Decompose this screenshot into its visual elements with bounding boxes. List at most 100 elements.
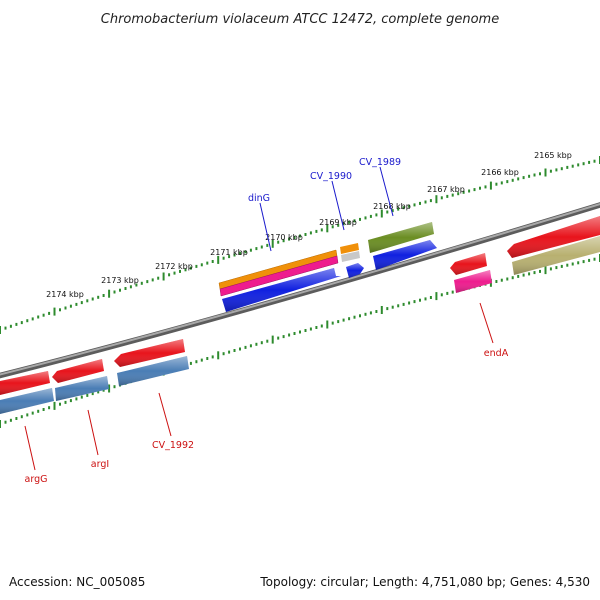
outer-ruler-minor-tick bbox=[249, 248, 252, 252]
outer-ruler-minor-tick bbox=[566, 165, 569, 169]
outer-ruler-minor-tick bbox=[179, 269, 181, 273]
label-argG[interactable]: argG bbox=[25, 474, 48, 485]
gene-endA-gloss bbox=[454, 270, 492, 293]
inner-ruler-minor-tick bbox=[200, 358, 203, 362]
inner-ruler-minor-tick bbox=[211, 355, 214, 359]
inner-ruler-major-tick bbox=[108, 384, 111, 393]
outer-ruler bbox=[0, 156, 600, 334]
outer-ruler-major-tick bbox=[326, 224, 329, 233]
inner-ruler-minor-tick bbox=[517, 274, 520, 278]
inner-ruler-major-tick bbox=[326, 320, 329, 329]
tick-label-2169: 2169 kbp bbox=[319, 218, 357, 227]
outer-ruler-minor-tick bbox=[451, 193, 454, 197]
inner-ruler-minor-tick bbox=[309, 327, 312, 331]
outer-ruler-minor-tick bbox=[102, 294, 105, 297]
label-CV_1989[interactable]: CV_1989 bbox=[359, 157, 401, 168]
outer-ruler-minor-tick bbox=[255, 247, 258, 251]
inner-ruler-minor-tick bbox=[320, 324, 323, 328]
outer-ruler-minor-tick bbox=[506, 180, 509, 184]
outer-ruler-minor-tick bbox=[20, 321, 23, 325]
outer-ruler-minor-tick bbox=[146, 280, 149, 284]
outer-ruler-minor-tick bbox=[244, 250, 247, 254]
reverse-genes bbox=[0, 216, 600, 414]
inner-ruler-major-tick bbox=[53, 401, 56, 410]
outer-ruler-minor-tick bbox=[533, 173, 536, 177]
inner-ruler-minor-tick bbox=[48, 406, 51, 410]
inner-ruler-minor-tick bbox=[97, 390, 100, 394]
outer-ruler-minor-tick bbox=[86, 299, 89, 303]
outer-ruler-minor-tick bbox=[266, 243, 269, 247]
gene-labels: dinG CV_1990 CV_1989 endA CV_1992 argI a… bbox=[25, 157, 509, 485]
outer-ruler-major-tick bbox=[435, 195, 438, 204]
outer-ruler-minor-tick bbox=[113, 290, 116, 294]
inner-ruler-minor-tick bbox=[511, 276, 514, 280]
outer-ruler-minor-tick bbox=[539, 172, 541, 176]
backbone bbox=[0, 202, 600, 379]
outer-ruler-minor-tick bbox=[577, 163, 580, 167]
label-endA[interactable]: endA bbox=[484, 348, 509, 359]
outer-ruler-minor-tick bbox=[413, 203, 416, 207]
tick-label-2170: 2170 kbp bbox=[265, 233, 303, 242]
label-argI[interactable]: argI bbox=[91, 459, 109, 470]
inner-ruler-minor-tick bbox=[206, 357, 209, 360]
outer-ruler-minor-tick bbox=[277, 240, 280, 244]
outer-ruler-minor-tick bbox=[168, 273, 171, 277]
gene-dinG-pink[interactable] bbox=[219, 255, 339, 297]
inner-ruler-minor-tick bbox=[42, 408, 45, 411]
outer-ruler-minor-tick bbox=[424, 200, 427, 204]
outer-ruler-minor-tick bbox=[348, 220, 351, 224]
outer-ruler-minor-tick bbox=[48, 311, 51, 315]
gene-blue-2-gloss bbox=[346, 263, 364, 278]
inner-ruler-minor-tick bbox=[91, 392, 94, 396]
gene-CV_1990-orange[interactable] bbox=[340, 243, 359, 254]
outer-ruler-major-tick bbox=[489, 181, 492, 190]
inner-ruler-minor-tick bbox=[342, 318, 345, 322]
outer-ruler-minor-tick bbox=[129, 285, 132, 289]
inner-ruler-minor-tick bbox=[451, 290, 454, 294]
label-CV_1990[interactable]: CV_1990 bbox=[310, 171, 352, 182]
outer-ruler-minor-tick bbox=[64, 306, 67, 310]
inner-ruler-minor-tick bbox=[86, 393, 89, 397]
inner-ruler-minor-tick bbox=[577, 261, 580, 265]
inner-ruler-minor-tick bbox=[15, 417, 18, 420]
outer-ruler-minor-tick bbox=[293, 236, 296, 239]
inner-ruler-minor-tick bbox=[59, 402, 61, 406]
inner-ruler-minor-tick bbox=[244, 345, 247, 349]
inner-ruler-minor-tick bbox=[260, 341, 263, 345]
label-CV_1992[interactable]: CV_1992 bbox=[152, 440, 194, 451]
inner-ruler-minor-tick bbox=[375, 310, 378, 313]
tick-label-2167: 2167 kbp bbox=[427, 185, 465, 194]
outer-ruler-major-tick bbox=[162, 272, 165, 281]
outer-ruler-minor-tick bbox=[522, 176, 525, 180]
accession-text: Accession: NC_005085 bbox=[9, 575, 145, 589]
gene-blue-1-gloss bbox=[222, 268, 341, 312]
map-title: Chromobacterium violaceum ATCC 12472, co… bbox=[101, 12, 499, 27]
inner-ruler-minor-tick bbox=[348, 317, 351, 321]
tick-label-2173: 2173 kbp bbox=[101, 276, 139, 285]
outer-ruler-minor-tick bbox=[75, 302, 78, 306]
outer-ruler-minor-tick bbox=[500, 181, 503, 185]
inner-ruler-major-tick bbox=[271, 335, 274, 344]
outer-ruler-minor-tick bbox=[260, 245, 263, 249]
outer-ruler-minor-tick bbox=[59, 308, 61, 312]
inner-ruler-major-tick bbox=[217, 351, 220, 360]
outer-ruler-major-tick bbox=[108, 289, 111, 298]
outer-ruler-minor-tick bbox=[119, 288, 121, 292]
outer-ruler-minor-tick bbox=[189, 266, 192, 270]
inner-ruler-minor-tick bbox=[337, 320, 340, 324]
gene-CV_1992-red-gloss bbox=[114, 339, 185, 367]
outer-ruler-minor-tick bbox=[479, 186, 481, 190]
gene-CV_1990-grey[interactable] bbox=[341, 251, 360, 262]
inner-ruler-minor-tick bbox=[419, 298, 421, 302]
outer-ruler-minor-tick bbox=[408, 204, 411, 208]
inner-ruler-minor-tick bbox=[20, 415, 23, 419]
inner-ruler-minor-tick bbox=[528, 272, 531, 276]
outer-ruler-minor-tick bbox=[364, 216, 367, 220]
outer-ruler-minor-tick bbox=[9, 324, 12, 328]
outer-ruler-major-tick bbox=[271, 239, 274, 248]
outer-ruler-minor-tick bbox=[331, 225, 334, 229]
label-dinG[interactable]: dinG bbox=[248, 193, 270, 204]
gene-blue-3-gloss bbox=[373, 240, 437, 270]
outer-ruler-minor-tick bbox=[206, 261, 209, 265]
